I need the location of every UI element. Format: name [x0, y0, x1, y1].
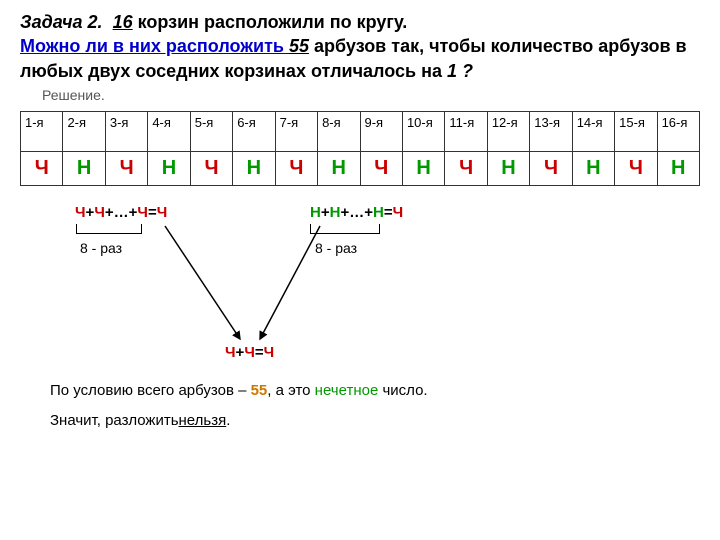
baskets-count: 16 [113, 12, 133, 32]
table-header-cell: 5-я [190, 111, 232, 151]
table-parity-cell: Н [63, 151, 105, 185]
problem-title: Задача 2. 16 корзин расположили по кругу… [20, 10, 700, 83]
equations-area: Ч+Ч+…+Ч=Ч Н+Н+…+Н=Ч 8 - раз 8 - раз Ч+Ч=… [20, 204, 700, 424]
table-header-cell: 7-я [275, 111, 317, 151]
table-parity-cell: Ч [105, 151, 147, 185]
times-right: 8 - раз [315, 240, 357, 256]
table-parity-cell: Н [487, 151, 529, 185]
table-parity-cell: Ч [21, 151, 63, 185]
table-header-cell: 4-я [148, 111, 190, 151]
arrows-svg [20, 204, 520, 404]
table-header-cell: 11-я [445, 111, 487, 151]
table-parity-cell: Н [572, 151, 614, 185]
table-header-cell: 8-я [318, 111, 360, 151]
table-header-cell: 10-я [402, 111, 444, 151]
equation-bottom: Ч+Ч=Ч [225, 344, 274, 361]
table-parity-cell: Ч [360, 151, 402, 185]
table-parity-cell: Н [402, 151, 444, 185]
table-parity-cell: Ч [615, 151, 657, 185]
task-prefix: Задача [20, 12, 88, 32]
table-header-cell: 14-я [572, 111, 614, 151]
table-header-cell: 9-я [360, 111, 402, 151]
table-parity-cell: Ч [530, 151, 572, 185]
table-header-cell: 6-я [233, 111, 275, 151]
equation-left: Ч+Ч+…+Ч=Ч [75, 204, 167, 221]
task-num: 2. [88, 12, 103, 32]
baskets-text: корзин расположили по кругу. [133, 12, 408, 32]
parity-table: 1-я2-я3-я4-я5-я6-я7-я8-я9-я10-я11-я12-я1… [20, 111, 700, 186]
bracket-left [76, 224, 142, 234]
table-header-cell: 15-я [615, 111, 657, 151]
watermelons: 55 [289, 36, 309, 56]
times-left: 8 - раз [80, 240, 122, 256]
table-parity-cell: Н [657, 151, 699, 185]
diff: 1 ? [447, 61, 473, 81]
table-header-cell: 1-я [21, 111, 63, 151]
conclusion: По условию всего арбузов – 55, а это неч… [50, 379, 428, 433]
question-link: Можно ли в них расположить [20, 36, 289, 56]
solution-label: Решение. [42, 87, 700, 103]
table-parity-cell: Н [148, 151, 190, 185]
table-parity-cell: Ч [190, 151, 232, 185]
table-parity-row: ЧНЧНЧНЧНЧНЧНЧНЧН [21, 151, 700, 185]
table-parity-cell: Ч [275, 151, 317, 185]
table-header-cell: 12-я [487, 111, 529, 151]
equation-right: Н+Н+…+Н=Ч [310, 204, 403, 221]
table-header-cell: 16-я [657, 111, 699, 151]
table-header-cell: 2-я [63, 111, 105, 151]
bracket-right [310, 224, 380, 234]
table-header-cell: 13-я [530, 111, 572, 151]
table-header-cell: 3-я [105, 111, 147, 151]
table-header-row: 1-я2-я3-я4-я5-я6-я7-я8-я9-я10-я11-я12-я1… [21, 111, 700, 151]
table-parity-cell: Н [318, 151, 360, 185]
table-parity-cell: Ч [445, 151, 487, 185]
table-parity-cell: Н [233, 151, 275, 185]
